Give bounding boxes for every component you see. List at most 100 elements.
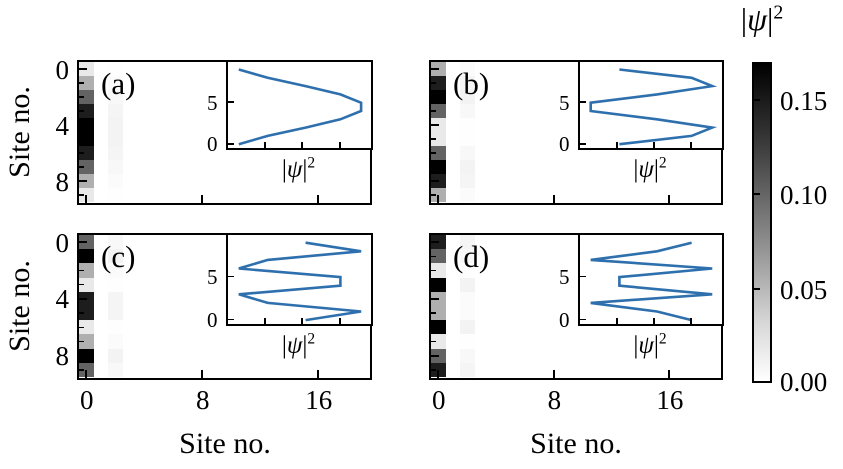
heatmap-faint-cell bbox=[108, 118, 123, 133]
inset-x-tick bbox=[615, 142, 618, 148]
y-minor-tick bbox=[431, 283, 436, 286]
heatmap-cell bbox=[431, 334, 446, 349]
y-minor-tick bbox=[431, 166, 436, 168]
psi-label-close: | bbox=[653, 331, 659, 359]
heatmap-faint-cell bbox=[459, 306, 475, 321]
x-major-tick bbox=[85, 195, 88, 203]
x-major-tick bbox=[668, 370, 671, 378]
inset-x-tick bbox=[689, 318, 692, 324]
inset-x-tick bbox=[338, 142, 341, 148]
x-major-tick bbox=[85, 370, 88, 378]
heatmap-cell bbox=[79, 90, 94, 105]
y-minor-tick bbox=[431, 369, 436, 371]
heatmap-cell bbox=[79, 320, 94, 335]
psi-label-open: | bbox=[633, 331, 639, 359]
inset-y-tick-label: 0 bbox=[207, 132, 218, 157]
x-tick-label: 8 bbox=[547, 385, 562, 415]
inset-plot-c bbox=[225, 232, 373, 326]
heatmap-faint-cell bbox=[108, 132, 123, 147]
panel-d: (d) 5 0 |ψ|2 bbox=[429, 232, 724, 380]
inset-psi-squared-line bbox=[237, 240, 361, 321]
heatmap-faint-cell bbox=[459, 263, 475, 278]
heatmap-cell bbox=[79, 160, 94, 175]
y-minor-tick bbox=[79, 326, 84, 329]
y-tick-label: 8 bbox=[55, 166, 70, 197]
inset-line-plot bbox=[237, 240, 361, 321]
inset-x-axis-label: |ψ|2 bbox=[249, 331, 349, 359]
colorbar-title: |ψ|2 bbox=[714, 1, 810, 37]
colorbar-tick bbox=[754, 287, 760, 290]
y-major-tick bbox=[79, 297, 87, 300]
inset-plot-a bbox=[225, 59, 373, 150]
psi-label-psi: ψ bbox=[638, 155, 654, 183]
x-major-tick bbox=[317, 370, 320, 378]
y-tick-label: 4 bbox=[55, 284, 70, 315]
panel-letter-a: (a) bbox=[101, 66, 136, 101]
heatmap-faint-cell bbox=[108, 320, 123, 335]
heatmap-faint-cell bbox=[108, 62, 123, 77]
heatmap-cell bbox=[431, 263, 446, 278]
y-major-tick bbox=[79, 124, 87, 126]
colorbar-tick-label: 0.00 bbox=[780, 367, 828, 397]
y-minor-tick bbox=[431, 82, 436, 84]
psi-label-psi: ψ bbox=[286, 331, 303, 359]
heatmap-faint-cell bbox=[108, 104, 123, 119]
heatmap-cell bbox=[79, 132, 94, 147]
inset-y-tick bbox=[579, 142, 586, 145]
y-minor-tick bbox=[431, 312, 436, 314]
x-tick-label: 16 bbox=[656, 385, 684, 415]
inset-psi-squared-line bbox=[588, 67, 717, 145]
x-major-tick bbox=[437, 195, 440, 203]
heatmap-cell bbox=[431, 146, 446, 161]
colorbar-title-bar-close: | bbox=[766, 1, 774, 37]
heatmap-faint-cell bbox=[459, 132, 475, 147]
colorbar-tick bbox=[754, 98, 760, 101]
heatmap-cell bbox=[79, 277, 94, 293]
inset-y-tick-label: 0 bbox=[559, 308, 570, 333]
psi-label-open: | bbox=[281, 331, 287, 359]
inset-x-tick bbox=[301, 318, 304, 324]
y-tick-label: 0 bbox=[55, 227, 70, 258]
inset-x-tick bbox=[301, 142, 304, 148]
inset-y-tick bbox=[227, 101, 234, 104]
heatmap-faint-cell bbox=[459, 320, 475, 335]
y-minor-tick bbox=[79, 283, 84, 286]
y-minor-tick bbox=[79, 82, 84, 84]
heatmap-faint-cell bbox=[459, 235, 475, 250]
inset-line-plot bbox=[590, 240, 712, 321]
y-minor-tick bbox=[431, 340, 436, 343]
y-axis-label-top: Site no. bbox=[3, 86, 36, 178]
psi-label-close: | bbox=[302, 155, 308, 183]
inset-line-plot bbox=[588, 67, 717, 145]
y-minor-tick bbox=[431, 96, 436, 98]
y-minor-tick bbox=[79, 369, 84, 371]
y-minor-tick bbox=[79, 138, 84, 140]
inset-y-tick bbox=[579, 318, 586, 321]
panel-letter-c: (c) bbox=[101, 239, 136, 274]
heatmap-faint-cell bbox=[459, 188, 475, 203]
psi-label-open: | bbox=[281, 155, 287, 183]
heatmap-faint-cell bbox=[108, 160, 123, 175]
y-minor-tick bbox=[79, 255, 84, 258]
y-minor-tick bbox=[431, 152, 436, 154]
colorbar-title-bar-open: | bbox=[740, 1, 748, 37]
heatmap-cell bbox=[79, 104, 94, 119]
colorbar-tick-label: 0.10 bbox=[780, 180, 828, 211]
y-minor-tick bbox=[431, 255, 436, 258]
panel-b: (b) 5 0 |ψ|2 bbox=[429, 59, 724, 205]
heatmap-faint-cell bbox=[108, 263, 123, 278]
heatmap-faint-cell bbox=[108, 90, 123, 105]
heatmap-faint-cell bbox=[459, 62, 475, 77]
x-tick-label: 0 bbox=[80, 385, 94, 415]
heatmap-faint-cell bbox=[108, 362, 123, 378]
inset-y-tick bbox=[227, 142, 234, 145]
x-major-tick bbox=[437, 370, 440, 378]
inset-x-tick bbox=[338, 318, 341, 324]
heatmap-faint-cell bbox=[108, 76, 123, 91]
y-major-tick bbox=[79, 354, 87, 357]
inset-x-tick bbox=[689, 142, 692, 148]
psi-label-close: | bbox=[302, 331, 308, 359]
heatmap-faint-cell bbox=[459, 334, 475, 349]
inset-x-axis-label: |ψ|2 bbox=[600, 331, 700, 359]
heatmap-cell bbox=[79, 76, 94, 91]
